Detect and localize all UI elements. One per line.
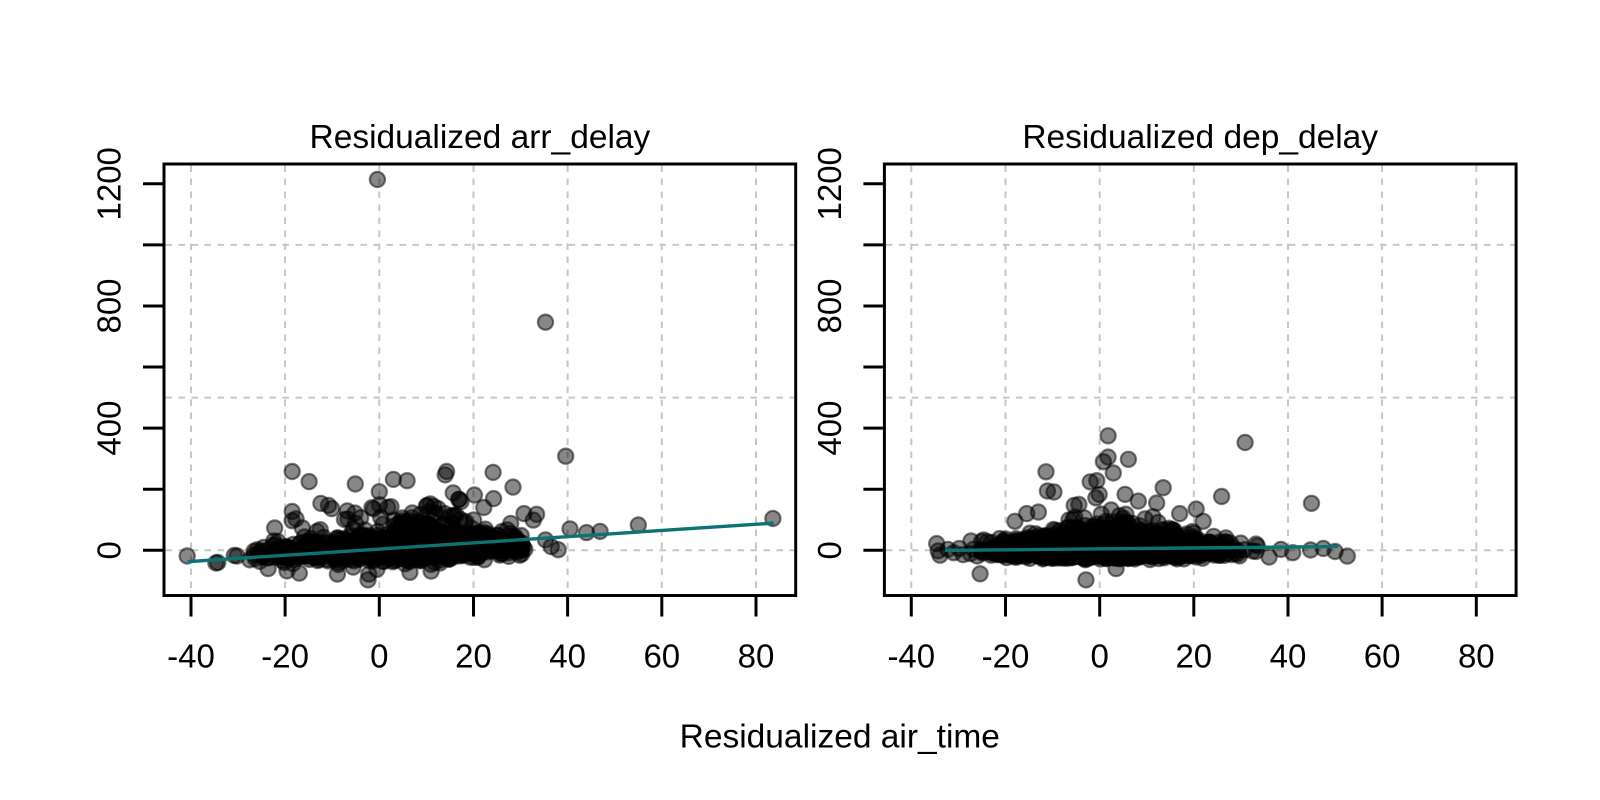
svg-text:800: 800 <box>811 278 848 333</box>
svg-text:1200: 1200 <box>811 147 848 220</box>
svg-text:0: 0 <box>91 541 128 559</box>
svg-text:80: 80 <box>1458 638 1495 675</box>
svg-text:80: 80 <box>738 638 775 675</box>
svg-text:-20: -20 <box>261 638 309 675</box>
svg-text:60: 60 <box>1364 638 1401 675</box>
svg-text:0: 0 <box>811 541 848 559</box>
svg-text:20: 20 <box>1175 638 1212 675</box>
svg-text:0: 0 <box>370 638 388 675</box>
svg-text:Residualized arr_delay: Residualized arr_delay <box>310 119 651 156</box>
svg-text:Residualized air_time: Residualized air_time <box>680 719 1000 756</box>
svg-text:20: 20 <box>455 638 492 675</box>
svg-text:800: 800 <box>91 278 128 333</box>
svg-text:400: 400 <box>91 401 128 456</box>
svg-text:Residualized dep_delay: Residualized dep_delay <box>1022 119 1378 156</box>
svg-text:-20: -20 <box>982 638 1030 675</box>
svg-text:1200: 1200 <box>91 147 128 220</box>
svg-text:40: 40 <box>549 638 586 675</box>
svg-text:60: 60 <box>643 638 680 675</box>
svg-text:-40: -40 <box>167 638 215 675</box>
svg-text:400: 400 <box>811 401 848 456</box>
svg-text:0: 0 <box>1091 638 1109 675</box>
svg-text:-40: -40 <box>887 638 935 675</box>
svg-text:40: 40 <box>1270 638 1307 675</box>
